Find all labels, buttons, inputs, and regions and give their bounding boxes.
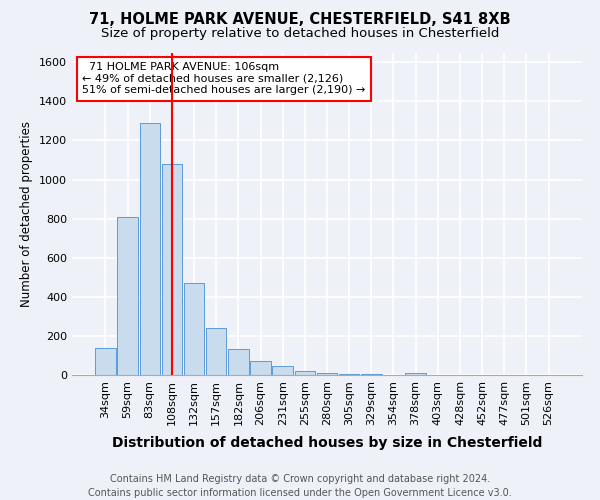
Text: 71, HOLME PARK AVENUE, CHESTERFIELD, S41 8XB: 71, HOLME PARK AVENUE, CHESTERFIELD, S41… [89, 12, 511, 28]
Bar [250, 362, 271, 375]
Bar [361, 374, 382, 375]
Bar [95, 348, 116, 375]
Bar [317, 372, 337, 375]
Text: 71 HOLME PARK AVENUE: 106sqm
← 49% of detached houses are smaller (2,126)
51% of: 71 HOLME PARK AVENUE: 106sqm ← 49% of de… [82, 62, 365, 96]
Bar [206, 328, 226, 375]
Text: Contains HM Land Registry data © Crown copyright and database right 2024.
Contai: Contains HM Land Registry data © Crown c… [88, 474, 512, 498]
Bar [406, 373, 426, 375]
Text: Size of property relative to detached houses in Chesterfield: Size of property relative to detached ho… [101, 28, 499, 40]
Bar [118, 216, 138, 375]
X-axis label: Distribution of detached houses by size in Chesterfield: Distribution of detached houses by size … [112, 436, 542, 450]
Bar [228, 348, 248, 375]
Bar [295, 371, 315, 375]
Y-axis label: Number of detached properties: Number of detached properties [20, 120, 34, 306]
Bar [339, 374, 359, 375]
Bar [140, 123, 160, 375]
Bar [184, 283, 204, 375]
Bar [161, 164, 182, 375]
Bar [272, 366, 293, 375]
